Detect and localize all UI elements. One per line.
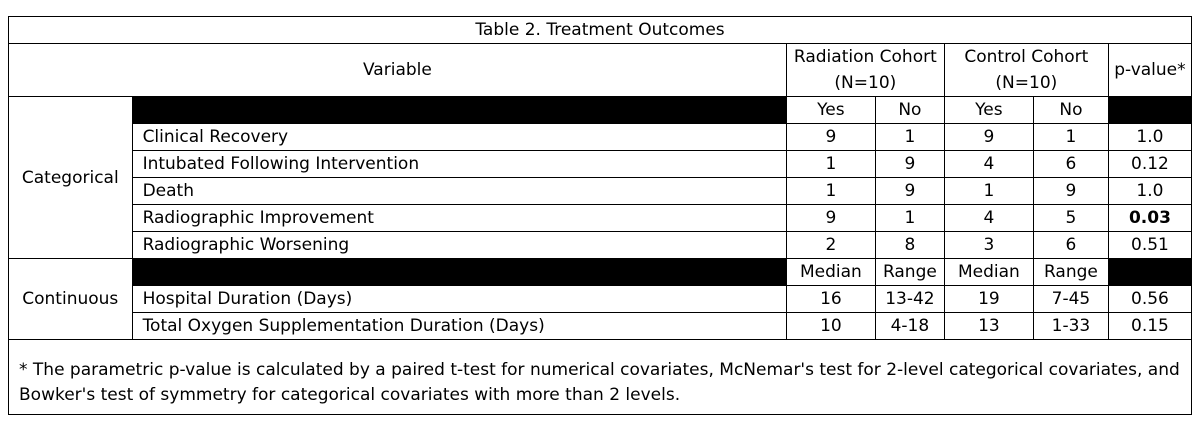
table-cell: 5 [1032,204,1109,232]
table-cell: 8 [874,231,945,259]
table-row: Radiographic Improvement 9 1 4 5 0.03 [9,204,1193,232]
black-bar [131,258,787,286]
p-value-cell: 1.0 [1107,177,1193,205]
subheader-cell: Median [785,258,876,286]
row-label: Total Oxygen Supplementation Duration (D… [131,312,787,340]
table-cell: 9 [1032,177,1109,205]
subheader-cell: No [1032,96,1109,124]
table-row: Clinical Recovery 9 1 9 1 1.0 [9,123,1193,151]
control-cohort-header: Control Cohort (N=10) [943,43,1109,97]
table-row: Intubated Following Intervention 1 9 4 6… [9,150,1193,178]
table-row: Radiographic Worsening 2 8 3 6 0.51 [9,231,1193,259]
table-row: Total Oxygen Supplementation Duration (D… [9,312,1193,340]
row-label: Radiographic Improvement [131,204,787,232]
subheader-cell: Range [874,258,945,286]
black-bar [1107,258,1193,286]
table-cell: 2 [785,231,876,259]
treatment-outcomes-table-container: Table 2. Treatment Outcomes Variable Rad… [8,16,1193,415]
table-row: Hospital Duration (Days) 16 13-42 19 7-4… [9,285,1193,313]
black-bar [1107,96,1193,124]
table-cell: 9 [785,204,876,232]
table-cell: 4-18 [874,312,945,340]
table-cell: 1 [943,177,1034,205]
table-cell: 3 [943,231,1034,259]
p-value-cell: 0.51 [1107,231,1193,259]
table-cell: 13 [943,312,1034,340]
table-cell: 1 [874,204,945,232]
table-cell: 9 [874,177,945,205]
table-cell: 1 [1032,123,1109,151]
table-cell: 7-45 [1032,285,1109,313]
table-cell: 16 [785,285,876,313]
row-label: Death [131,177,787,205]
table-cell: 9 [874,150,945,178]
row-label: Hospital Duration (Days) [131,285,787,313]
table-cell: 9 [943,123,1034,151]
row-label: Clinical Recovery [131,123,787,151]
subheader-cell: Median [943,258,1034,286]
table-cell: 4 [943,150,1034,178]
table-cell: 4 [943,204,1034,232]
table-cell: 9 [785,123,876,151]
categorical-group-label: Categorical [8,96,133,259]
black-bar [131,96,787,124]
treatment-outcomes-table: Table 2. Treatment Outcomes Variable Rad… [8,16,1193,415]
p-value-cell: 1.0 [1107,123,1193,151]
table-cell: 1 [874,123,945,151]
table-cell: 13-42 [874,285,945,313]
subheader-cell: Yes [943,96,1034,124]
significant-p-value-cell: 0.03 [1107,204,1193,232]
table-cell: 1-33 [1032,312,1109,340]
table-cell: 19 [943,285,1034,313]
row-label: Intubated Following Intervention [131,150,787,178]
p-value-cell: 0.56 [1107,285,1193,313]
subheader-cell: Range [1032,258,1109,286]
footnote: * The parametric p-value is calculated b… [8,339,1192,415]
table-cell: 10 [785,312,876,340]
variable-header: Variable [8,43,787,97]
table-title: Table 2. Treatment Outcomes [8,16,1192,44]
continuous-group-label: Continuous [8,258,133,340]
subheader-cell: No [874,96,945,124]
table-row: Death 1 9 1 9 1.0 [9,177,1193,205]
p-value-cell: 0.12 [1107,150,1193,178]
radiation-cohort-header: Radiation Cohort (N=10) [785,43,945,97]
table-cell: 6 [1032,231,1109,259]
p-value-header: p-value* [1107,43,1193,97]
p-value-cell: 0.15 [1107,312,1193,340]
table-cell: 6 [1032,150,1109,178]
row-label: Radiographic Worsening [131,231,787,259]
subheader-cell: Yes [785,96,876,124]
table-cell: 1 [785,150,876,178]
table-cell: 1 [785,177,876,205]
